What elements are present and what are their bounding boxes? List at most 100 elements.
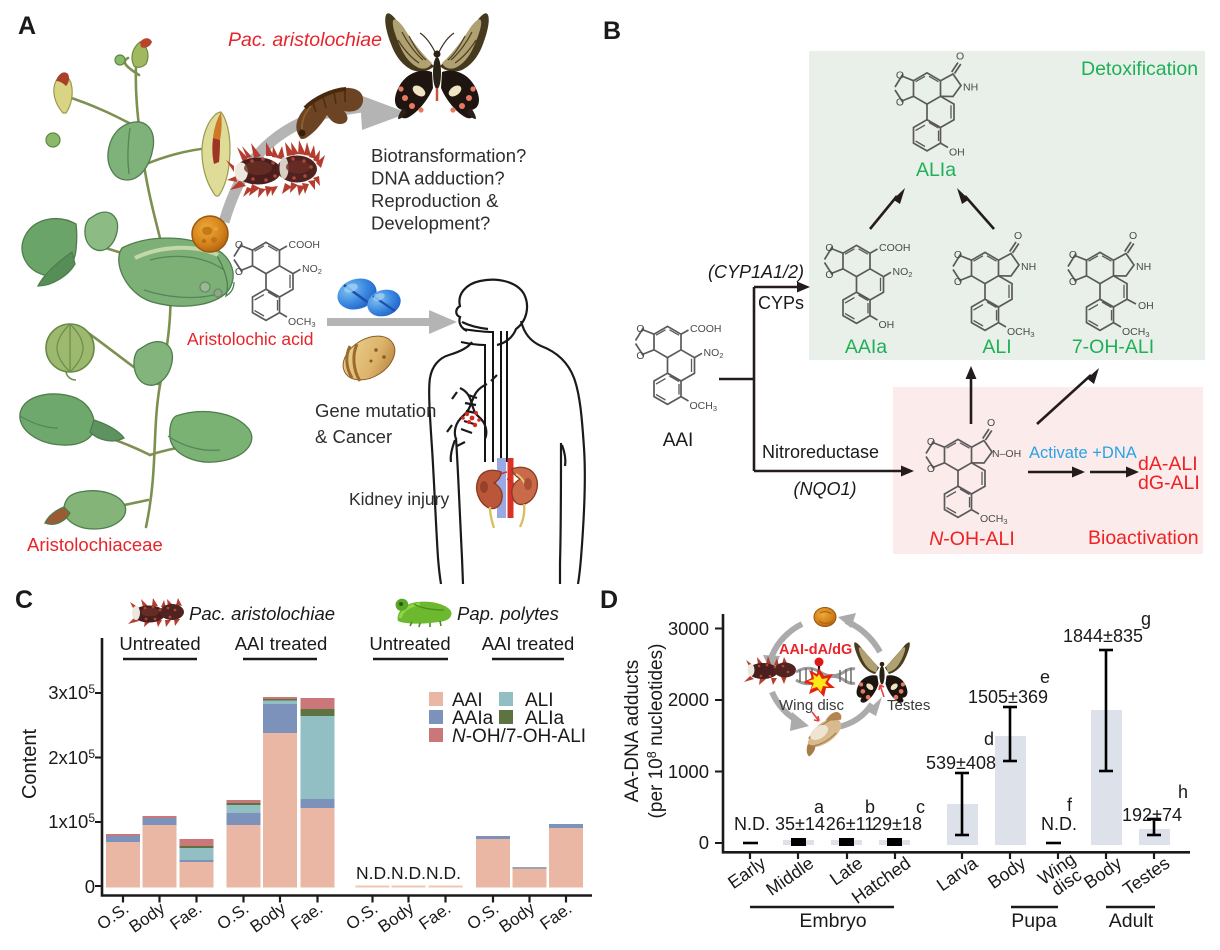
svg-text:Testes: Testes [1119,853,1173,899]
svg-text:AAI treated: AAI treated [482,633,575,654]
svg-text:d: d [984,729,994,749]
svg-text:Biotransformation?: Biotransformation? [371,145,526,166]
svg-text:OH: OH [949,147,965,159]
svg-text:0: 0 [85,876,95,897]
svg-text:1505±369: 1505±369 [968,687,1048,707]
svg-text:a: a [814,797,825,817]
svg-text:O.S.: O.S. [94,899,133,934]
svg-text:OH: OH [1138,300,1154,312]
svg-text:Gene mutation: Gene mutation [315,400,436,421]
svg-text:AAI: AAI [663,430,694,451]
svg-text:Reproduction &: Reproduction & [371,190,499,211]
svg-text:h: h [1178,782,1188,802]
svg-text:g: g [1141,609,1151,629]
svg-text:dG-ALI: dG-ALI [1138,472,1200,494]
svg-text:COOH: COOH [289,239,321,251]
svg-text:Fae.: Fae. [167,899,206,934]
svg-text:O.S.: O.S. [214,899,253,934]
svg-text:2x105: 2x105 [48,747,95,768]
svg-text:b: b [865,797,875,817]
svg-text:Body: Body [496,898,539,936]
svg-text:NO2: NO2 [704,347,724,360]
svg-text:192±74: 192±74 [1122,805,1182,825]
svg-text:f: f [1067,795,1073,815]
svg-text:O.S.: O.S. [464,899,503,934]
svg-text:O: O [956,51,964,63]
svg-text:Larva: Larva [933,852,982,895]
svg-text:N-OH-ALI: N-OH-ALI [929,528,1015,550]
svg-text:Aristolochic acid: Aristolochic acid [187,329,313,349]
svg-text:NO2: NO2 [302,263,322,276]
svg-text:OCH3: OCH3 [1122,326,1150,339]
svg-text:N.D.: N.D. [734,814,770,834]
svg-text:OCH3: OCH3 [1007,326,1035,339]
svg-text:Untreated: Untreated [119,633,200,654]
svg-text:Body: Body [984,853,1029,893]
svg-text:539±408: 539±408 [926,753,996,773]
svg-text:NH: NH [1021,261,1036,273]
svg-text:7-OH-ALI: 7-OH-ALI [1072,336,1154,358]
svg-text:Fae.: Fae. [416,899,455,934]
svg-text:0: 0 [699,832,709,853]
svg-text:ALIa: ALIa [525,708,565,729]
svg-text:29±18: 29±18 [872,814,922,834]
svg-text:Detoxification: Detoxification [1081,58,1198,80]
svg-text:OCH3: OCH3 [980,513,1008,526]
svg-text:COOH: COOH [690,323,722,335]
svg-text:Body: Body [247,898,290,936]
svg-text:Pac. aristolochiae: Pac. aristolochiae [189,603,335,624]
svg-text:ALI: ALI [982,336,1011,358]
svg-text:c: c [916,797,925,817]
svg-text:Embryo: Embryo [799,910,866,932]
svg-text:NH: NH [1136,261,1151,273]
svg-text:DNA adduction?: DNA adduction? [371,168,505,189]
svg-text:Pupa: Pupa [1011,910,1057,932]
svg-text:Fae.: Fae. [537,899,576,934]
svg-text:e: e [1040,667,1050,687]
svg-text:N–OH: N–OH [992,448,1021,460]
svg-text:1000: 1000 [668,761,709,782]
svg-text:Aristolochiaceae: Aristolochiaceae [27,534,163,555]
svg-text:O: O [1129,230,1137,242]
svg-text:& Cancer: & Cancer [315,426,392,447]
svg-text:N-OH/7-OH-ALI: N-OH/7-OH-ALI [452,726,586,747]
svg-text:Content: Content [19,729,41,799]
svg-text:Middle: Middle [762,853,817,900]
svg-text:Kidney injury: Kidney injury [349,489,449,509]
svg-text:Early: Early [724,853,769,893]
svg-text:Fae.: Fae. [288,899,327,934]
svg-text:Bioactivation: Bioactivation [1088,527,1199,549]
svg-text:Adult: Adult [1109,910,1154,932]
svg-text:OCH3: OCH3 [690,400,718,413]
svg-text:N.D.: N.D. [1041,814,1077,834]
svg-text:N.D.N.D.N.D.: N.D.N.D.N.D. [356,863,461,883]
svg-text:AAI treated: AAI treated [235,633,328,654]
svg-text:Nitroreductase: Nitroreductase [762,442,879,462]
svg-text:D: D [600,586,618,614]
svg-text:(NQO1): (NQO1) [794,479,857,499]
svg-text:CYPs: CYPs [758,293,804,313]
svg-text:NO2: NO2 [893,266,913,279]
svg-text:Activate +DNA: Activate +DNA [1029,444,1137,462]
svg-text:Body: Body [375,898,418,936]
svg-text:COOH: COOH [879,242,911,254]
svg-text:Body: Body [1080,853,1125,893]
svg-text:dA-ALI: dA-ALI [1138,453,1198,475]
svg-text:3000: 3000 [668,618,709,639]
svg-text:Development?: Development? [371,213,490,234]
svg-text:O: O [1014,230,1022,242]
svg-text:C: C [15,586,33,614]
svg-text:Body: Body [126,898,169,936]
svg-text:(CYP1A1/2): (CYP1A1/2) [708,262,804,282]
svg-text:OH: OH [879,319,895,331]
svg-text:ALI: ALI [525,690,554,711]
svg-text:AAIa: AAIa [845,336,887,358]
svg-text:35±14: 35±14 [775,814,825,834]
svg-text:AA-DNA adducts: AA-DNA adducts [622,660,643,803]
svg-text:1x105: 1x105 [48,811,95,832]
svg-text:1844±835: 1844±835 [1063,626,1143,646]
svg-text:Wing disc: Wing disc [779,697,845,714]
svg-text:ALIa: ALIa [916,159,956,181]
svg-text:2000: 2000 [668,689,709,710]
svg-text:AAI: AAI [452,690,483,711]
